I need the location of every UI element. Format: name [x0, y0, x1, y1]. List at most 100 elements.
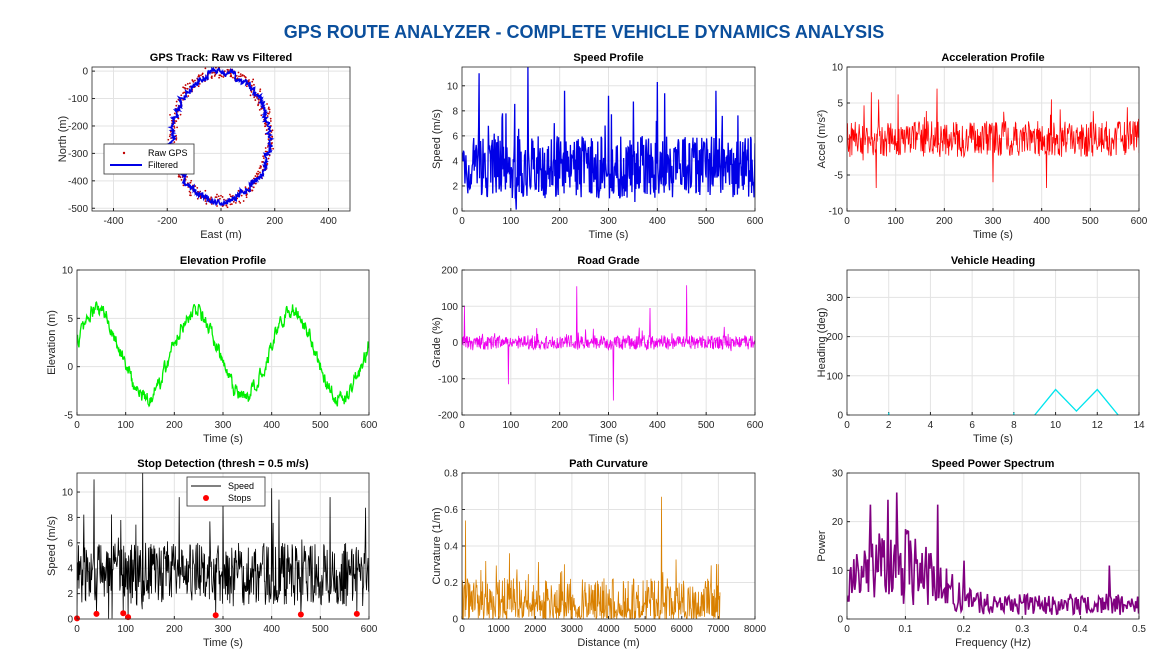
- raw-gps-point: [254, 182, 257, 185]
- raw-gps-point: [267, 157, 270, 160]
- raw-gps-point: [242, 200, 245, 202]
- raw-gps-point: [232, 76, 234, 79]
- x-tick-label: 0.3: [1015, 624, 1029, 635]
- series-line: [462, 496, 721, 619]
- raw-gps-point: [239, 73, 242, 76]
- chart-road-grade: 0 100 200 300 400 500 600 -200 -100 0 100 200 Road G…: [431, 255, 764, 445]
- y-tick-label: 0.6: [444, 505, 458, 516]
- raw-gps-point: [271, 135, 274, 138]
- x-tick-label: 14: [1133, 420, 1145, 431]
- x-tick-label: 500: [312, 420, 329, 431]
- raw-gps-point: [234, 201, 237, 204]
- x-tick-label: 400: [649, 420, 666, 431]
- raw-gps-point: [253, 96, 256, 99]
- raw-gps-point: [220, 194, 222, 197]
- raw-gps-point: [226, 206, 229, 209]
- raw-gps-point: [254, 99, 257, 101]
- y-axis-label: Speed (m/s): [46, 516, 58, 576]
- x-tick-label: 0: [844, 420, 850, 431]
- x-tick-label: 600: [747, 420, 764, 431]
- y-tick-label: -10: [829, 207, 844, 218]
- y-tick-label: 0: [837, 615, 843, 626]
- series-line: [847, 88, 1139, 188]
- chart-stop-detection: 0 100 200 300 400 500 600 0 2 4 6 8 10 Stop Detection…: [46, 458, 378, 649]
- plot-area: [847, 270, 1139, 415]
- raw-gps-point: [204, 200, 207, 202]
- series-line: [462, 285, 755, 401]
- y-tick-label: 0: [837, 411, 843, 422]
- x-tick-label: 8000: [744, 624, 767, 635]
- x-tick-label: 0: [74, 624, 80, 635]
- y-tick-label: 0.4: [444, 542, 458, 553]
- chart-gps-track: -400 -200 0 200 400 -500 -400 -300 -200 -100 0 GPS …: [57, 52, 351, 241]
- y-tick-label: 2: [452, 181, 458, 192]
- raw-gps-point: [175, 138, 178, 141]
- raw-gps-point: [244, 186, 247, 189]
- y-tick-label: 200: [826, 332, 843, 343]
- y-tick-label: -100: [68, 94, 88, 105]
- y-axis-label: North (m): [57, 116, 69, 162]
- raw-gps-point: [175, 104, 178, 107]
- raw-gps-point: [259, 171, 261, 174]
- raw-gps-point: [201, 73, 204, 76]
- y-tick-label: 5: [67, 314, 73, 325]
- raw-gps-point: [259, 165, 262, 167]
- stop-marker: [212, 612, 219, 619]
- subplot-title: Speed Profile: [573, 52, 643, 64]
- raw-gps-point: [267, 138, 270, 141]
- y-tick-label: 8: [67, 513, 73, 524]
- raw-gps-point: [252, 186, 255, 189]
- raw-gps-point: [219, 197, 221, 200]
- raw-gps-point: [261, 161, 264, 163]
- x-tick-label: 400: [1033, 216, 1050, 227]
- raw-gps-point: [184, 84, 187, 86]
- x-tick-label: 200: [551, 420, 568, 431]
- raw-gps-point: [258, 108, 261, 111]
- raw-gps-point: [264, 150, 267, 153]
- x-tick-label: 200: [166, 420, 183, 431]
- raw-gps-point: [245, 196, 248, 199]
- x-tick-label: 0: [459, 624, 465, 635]
- raw-gps-point: [187, 95, 190, 97]
- x-tick-label: 0.2: [957, 624, 971, 635]
- y-tick-label: 200: [441, 266, 458, 277]
- raw-gps-point: [269, 120, 272, 122]
- x-tick-label: 200: [266, 216, 283, 227]
- x-tick-label: 400: [320, 216, 337, 227]
- y-tick-label: 100: [826, 371, 843, 382]
- raw-gps-point: [180, 178, 183, 181]
- x-axis-label: Time (s): [203, 433, 243, 445]
- x-tick-label: 4: [928, 420, 934, 431]
- axes-frame: [91, 66, 351, 212]
- stop-marker: [125, 614, 132, 621]
- raw-gps-point: [186, 82, 189, 85]
- y-axis-label: Power: [816, 530, 828, 562]
- raw-gps-point: [268, 111, 271, 113]
- raw-gps-point: [196, 186, 199, 189]
- x-tick-label: 500: [1082, 216, 1099, 227]
- raw-gps-point: [259, 90, 261, 93]
- y-axis-label: Accel (m/s²): [816, 110, 828, 169]
- raw-gps-point: [215, 196, 218, 199]
- raw-gps-point: [176, 126, 178, 129]
- x-tick-label: 300: [215, 624, 232, 635]
- raw-gps-point: [175, 120, 178, 123]
- raw-gps-point: [244, 76, 247, 78]
- x-axis-label: East (m): [200, 229, 242, 241]
- raw-gps-point: [186, 87, 189, 90]
- raw-gps-point: [190, 179, 193, 182]
- x-tick-label: 100: [502, 216, 519, 227]
- series-line: [77, 301, 369, 408]
- raw-gps-point: [245, 85, 248, 88]
- plot-content: [462, 67, 755, 210]
- raw-gps-point: [240, 194, 243, 197]
- subplot-title: Elevation Profile: [180, 255, 266, 267]
- x-tick-label: -200: [157, 216, 177, 227]
- y-tick-label: -400: [68, 176, 88, 187]
- chart-vehicle-heading: 0 2 4 6 8 10 12 14 0 100 200 300 Vehicle Heading Time…: [816, 255, 1145, 445]
- y-axis-label: Speed (m/s): [431, 109, 443, 169]
- raw-gps-point: [210, 76, 213, 79]
- heading-line: [1034, 388, 1119, 415]
- raw-gps-point: [167, 138, 170, 141]
- raw-gps-point: [264, 125, 267, 127]
